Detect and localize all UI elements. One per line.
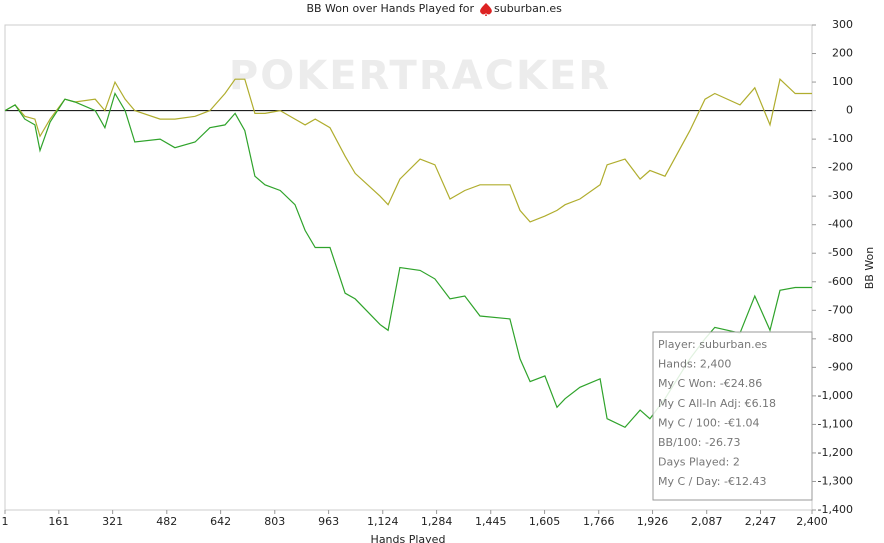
tooltip-line: BB/100: -26.73 bbox=[658, 436, 740, 449]
x-tick-label: 321 bbox=[102, 515, 123, 528]
y-tick-label: -700 bbox=[828, 303, 853, 316]
x-tick-label: 2,400 bbox=[796, 515, 828, 528]
tooltip-line: My C All-In Adj: €6.18 bbox=[658, 397, 776, 410]
y-tick-label: 200 bbox=[832, 47, 853, 60]
x-axis-label: Hands Played bbox=[371, 533, 446, 543]
series-line bbox=[4, 78, 812, 223]
y-tick-label: -1,300 bbox=[818, 474, 853, 487]
x-tick-label: 1,445 bbox=[475, 515, 507, 528]
x-tick-label: 963 bbox=[318, 515, 339, 528]
y-tick-label: -600 bbox=[828, 275, 853, 288]
y-tick-label: -800 bbox=[828, 332, 853, 345]
y-tick-label: -1,000 bbox=[818, 389, 853, 402]
x-tick-label: 642 bbox=[210, 515, 231, 528]
tooltip-line: Hands: 2,400 bbox=[658, 358, 731, 371]
y-tick-label: -1,200 bbox=[818, 446, 853, 459]
y-tick-label: -400 bbox=[828, 218, 853, 231]
tooltip-line: My C / 100: -€1.04 bbox=[658, 416, 760, 429]
plot-frame bbox=[4, 24, 813, 511]
y-tick-label: -1,100 bbox=[818, 417, 853, 430]
x-tick-label: 1,284 bbox=[421, 515, 453, 528]
tooltip-box bbox=[652, 331, 813, 501]
x-tick-label: 803 bbox=[264, 515, 285, 528]
y-tick-label: -200 bbox=[828, 161, 853, 174]
x-tick-label: 1 bbox=[2, 515, 9, 528]
x-tick-label: 2,247 bbox=[745, 515, 777, 528]
x-tick-label: 1,124 bbox=[367, 515, 399, 528]
y-tick-label: 0 bbox=[846, 104, 853, 117]
tooltip-line: My C Won: -€24.86 bbox=[658, 377, 762, 390]
y-tick-label: -300 bbox=[828, 189, 853, 202]
watermark: POKERTRACKER bbox=[229, 53, 611, 99]
y-tick-label: 100 bbox=[832, 75, 853, 88]
x-tick-label: 1,926 bbox=[637, 515, 669, 528]
chart-title-player: suburban.es bbox=[494, 2, 562, 15]
y-tick-label: -900 bbox=[828, 360, 853, 373]
y-tick-label: -500 bbox=[828, 246, 853, 259]
y-tick-label: 300 bbox=[832, 18, 853, 31]
x-tick-label: 1,766 bbox=[583, 515, 615, 528]
x-tick-label: 2,087 bbox=[691, 515, 723, 528]
y-tick-label: -1,400 bbox=[818, 503, 853, 516]
y-axis-label: BB Won bbox=[863, 247, 876, 290]
player-icon bbox=[480, 3, 492, 16]
x-tick-label: 1,605 bbox=[529, 515, 561, 528]
tooltip-line: Player: suburban.es bbox=[658, 338, 767, 351]
x-tick-label: 482 bbox=[156, 515, 177, 528]
y-tick-label: -100 bbox=[828, 132, 853, 145]
tooltip-line: Days Played: 2 bbox=[658, 456, 740, 469]
x-tick-label: 161 bbox=[48, 515, 69, 528]
chart-title: BB Won over Hands Played for bbox=[306, 2, 474, 15]
tooltip-line: My C / Day: -€12.43 bbox=[658, 475, 766, 488]
